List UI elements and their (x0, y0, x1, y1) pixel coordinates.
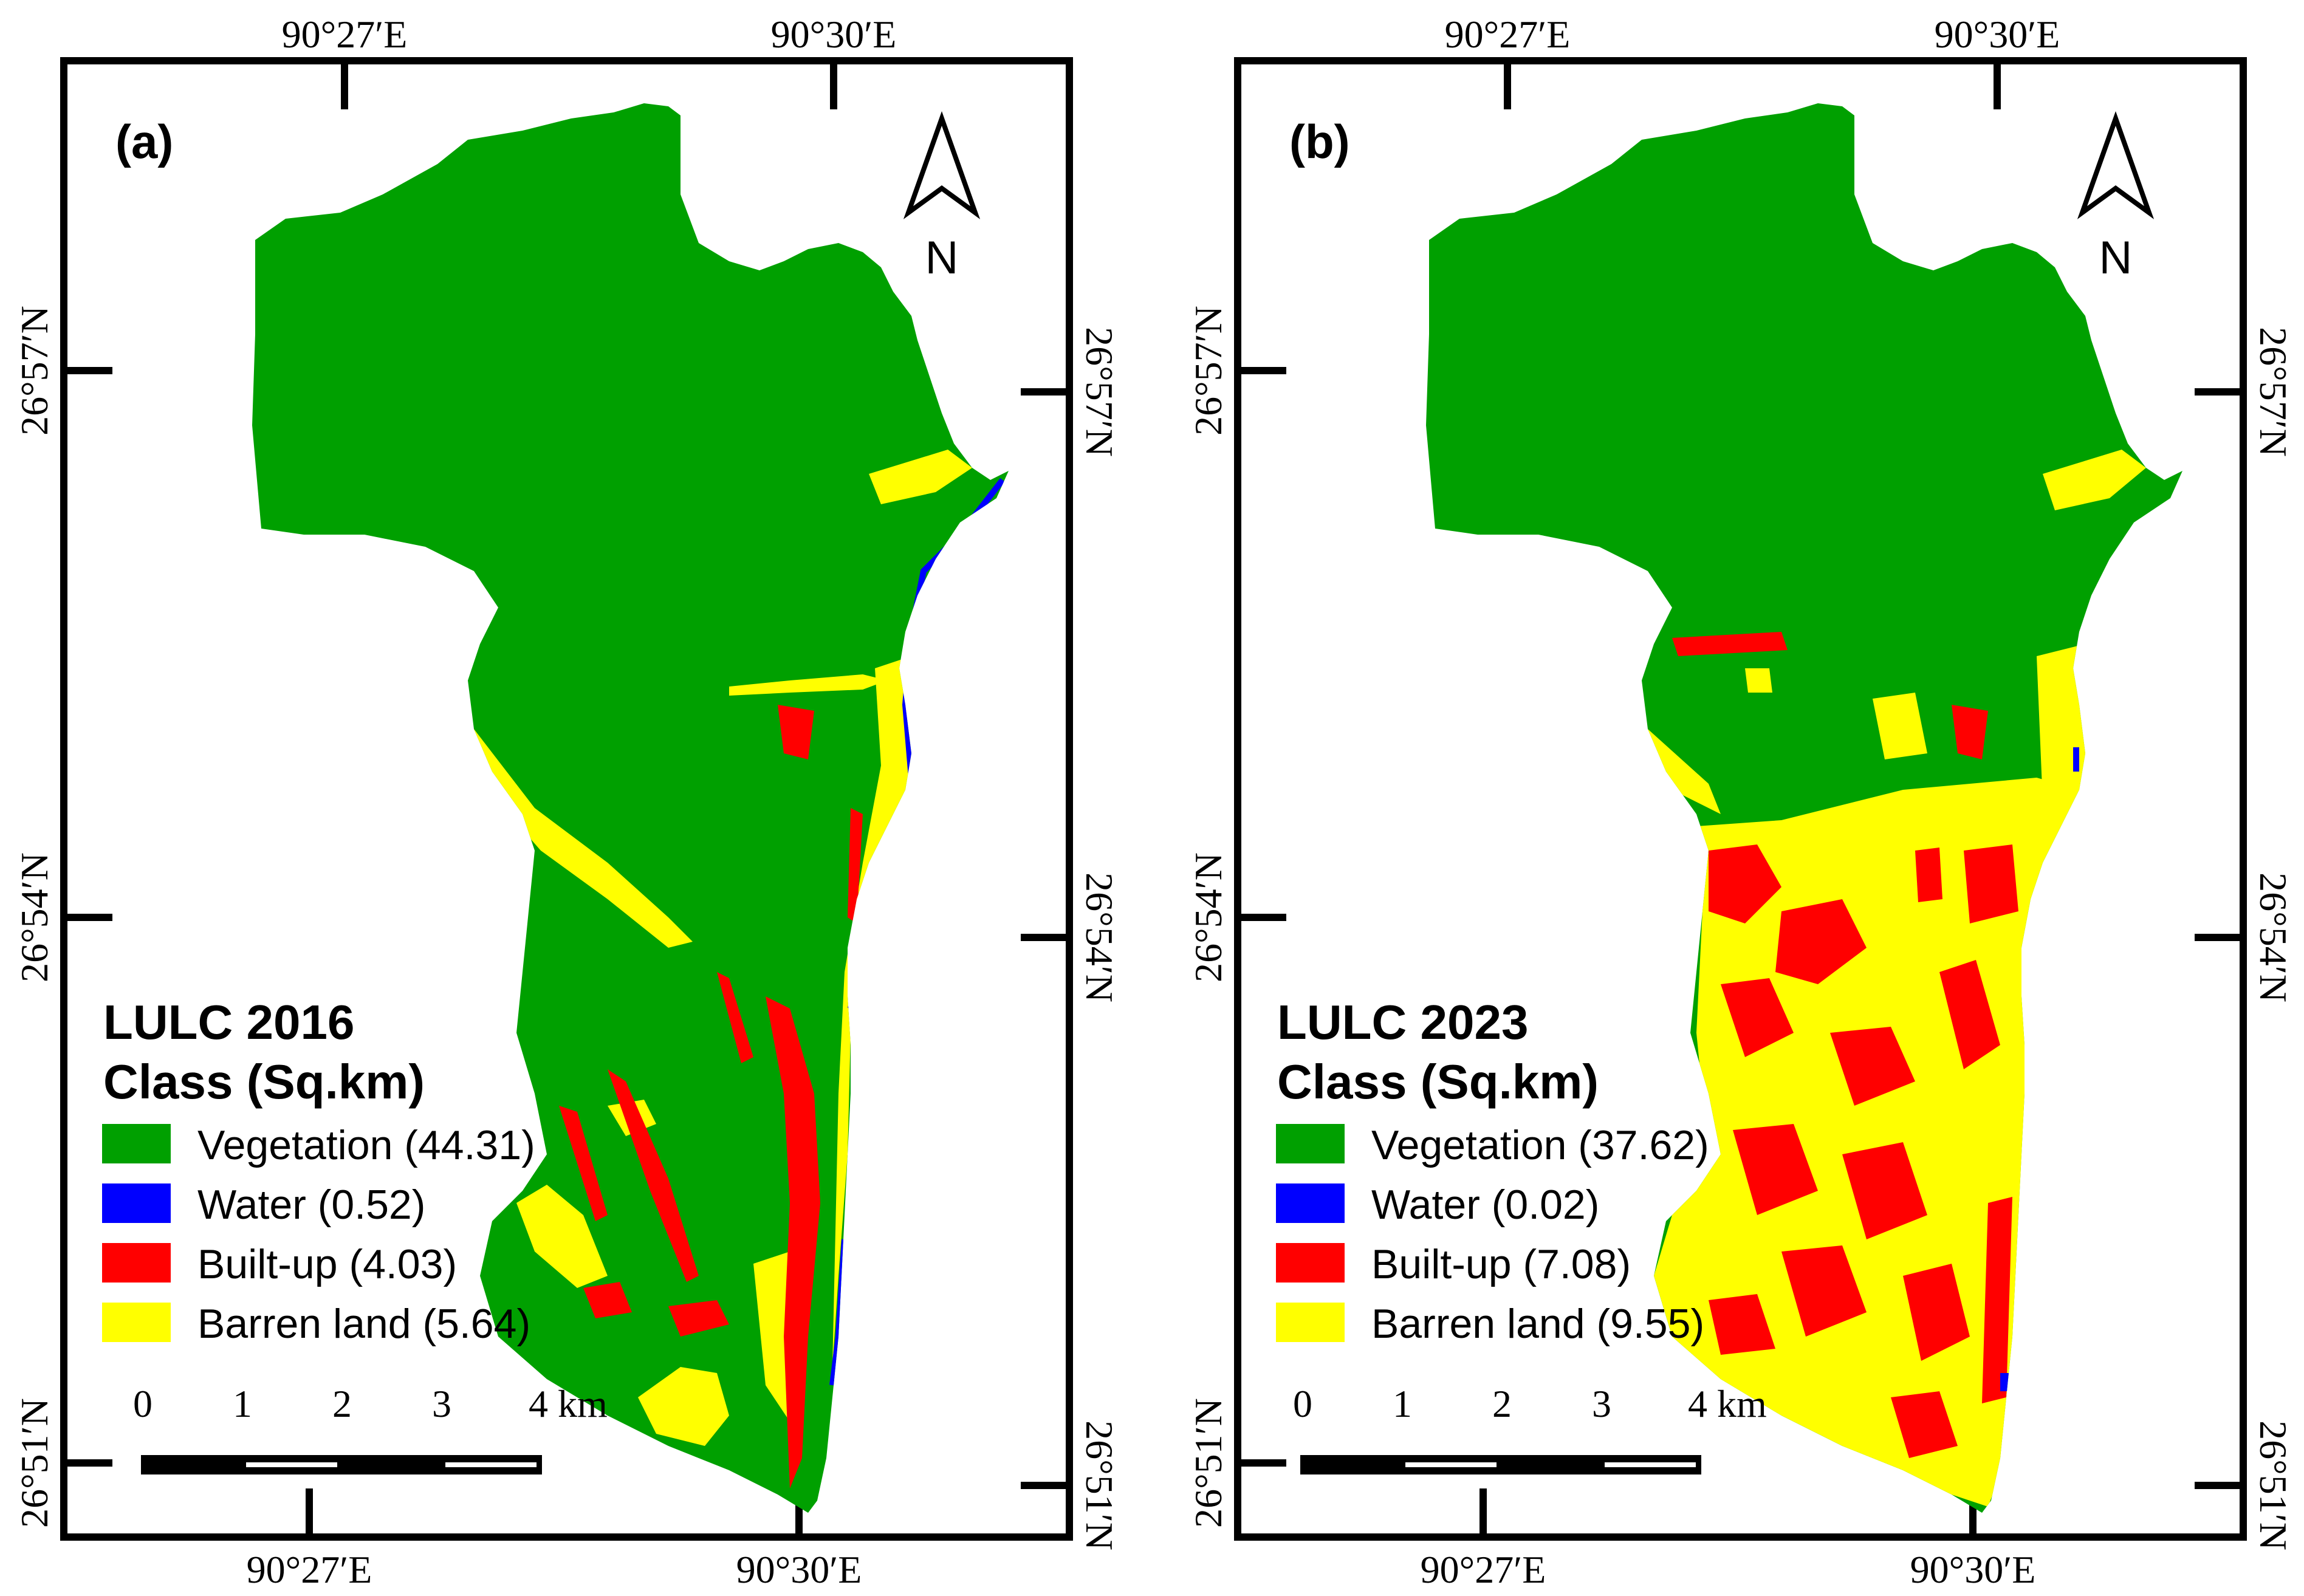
right-tick-label-3: 26°51′N (1078, 1420, 1121, 1550)
scale-label-1: 1 (233, 1382, 252, 1425)
scale-bar: 0 1 2 3 4 km (1293, 1382, 1767, 1474)
north-label: N (925, 232, 959, 284)
panel-label: (b) (1289, 115, 1350, 168)
left-tick-label-2: 26°54′N (13, 852, 56, 982)
legend-title: LULC 2023 (1277, 995, 1528, 1049)
left-tick-label-2: 26°54′N (1187, 852, 1230, 982)
legend-swatch-barren (1276, 1303, 1345, 1342)
built-up-areas (1672, 632, 2018, 1458)
study-area-vegetation (252, 103, 1009, 1513)
left-tick-label-3: 26°51′N (1187, 1398, 1230, 1528)
map-frame (1234, 57, 2247, 1541)
legend-item-builtup: Built-up (4.03) (197, 1241, 457, 1287)
legend-item-vegetation: Vegetation (37.62) (1371, 1122, 1709, 1168)
legend: LULC 2016 Class (Sq.km) Vegetation (44.3… (102, 995, 535, 1347)
right-tick-label-2: 26°54′N (2252, 872, 2295, 1002)
left-tick-label-3: 26°51′N (13, 1398, 56, 1528)
scale-label-2: 2 (332, 1382, 352, 1425)
top-tick-label-2: 90°30′E (1935, 13, 2060, 56)
legend-swatch-builtup (1276, 1243, 1345, 1283)
right-tick-label-2: 26°54′N (1078, 872, 1121, 1002)
scale-label-3: 3 (432, 1382, 451, 1425)
legend-swatch-builtup (102, 1243, 171, 1283)
right-tick-label-1: 26°57′N (1078, 327, 1121, 457)
legend-item-barren: Barren land (9.55) (1371, 1301, 1704, 1347)
legend-swatch-vegetation (1276, 1124, 1345, 1163)
scale-bar: 0 1 2 3 4 km (133, 1382, 608, 1474)
lulc-map (1426, 103, 2182, 1513)
built-up-areas (559, 705, 863, 1488)
legend-swatch-vegetation (102, 1124, 171, 1163)
bottom-tick-label-2: 90°30′E (736, 1548, 862, 1591)
legend-item-vegetation: Vegetation (44.31) (197, 1122, 535, 1168)
top-tick-label-2: 90°30′E (771, 13, 897, 56)
legend-swatch-water (102, 1183, 171, 1223)
legend-title: LULC 2016 (103, 995, 354, 1049)
scale-label-0: 0 (133, 1382, 153, 1425)
bottom-tick-label-1: 90°27′E (1421, 1548, 1546, 1591)
scale-label-3: 3 (1592, 1382, 1611, 1425)
legend-swatch-water (1276, 1183, 1345, 1223)
top-tick-label-1: 90°27′E (1445, 13, 1571, 56)
coordinate-labels: 90°27′E 90°30′E 90°27′E 90°30′E 26°57′N … (1187, 13, 2295, 1591)
legend-item-builtup: Built-up (7.08) (1371, 1241, 1631, 1287)
bottom-tick-label-2: 90°30′E (1910, 1548, 2036, 1591)
right-tick-label-3: 26°51′N (2252, 1420, 2295, 1550)
left-tick-label-1: 26°57′N (13, 306, 56, 436)
north-arrow-icon: N (2077, 111, 2155, 284)
north-label: N (2099, 232, 2133, 284)
legend: LULC 2023 Class (Sq.km) Vegetation (37.6… (1276, 995, 1709, 1347)
top-tick-label-1: 90°27′E (282, 13, 408, 56)
panel-label: (a) (115, 115, 173, 168)
legend-swatch-barren (102, 1303, 171, 1342)
north-arrow-icon: N (903, 111, 981, 284)
scale-label-0: 0 (1293, 1382, 1312, 1425)
legend-subtitle: Class (Sq.km) (1277, 1055, 1599, 1109)
panel-b: (b) N LULC 2023 Class (Sq.km) Vegetation… (1187, 13, 2295, 1591)
legend-item-barren: Barren land (5.64) (197, 1301, 530, 1347)
right-tick-label-1: 26°57′N (2252, 327, 2295, 457)
map-frame (60, 57, 1073, 1541)
left-tick-label-1: 26°57′N (1187, 306, 1230, 436)
scale-label-4: 4 km (1688, 1382, 1767, 1425)
legend-item-water: Water (0.02) (1371, 1182, 1599, 1228)
panel-a: (a) N LULC 2016 Class (Sq.km) Vegetation… (13, 13, 1121, 1591)
scale-label-2: 2 (1492, 1382, 1512, 1425)
scale-label-4: 4 km (529, 1382, 608, 1425)
legend-item-water: Water (0.52) (197, 1182, 425, 1228)
bottom-tick-label-1: 90°27′E (247, 1548, 372, 1591)
scale-label-1: 1 (1393, 1382, 1412, 1425)
coordinate-labels: 90°27′E 90°30′E 90°27′E 90°30′E 26°57′N … (13, 13, 1121, 1591)
legend-subtitle: Class (Sq.km) (103, 1055, 425, 1109)
